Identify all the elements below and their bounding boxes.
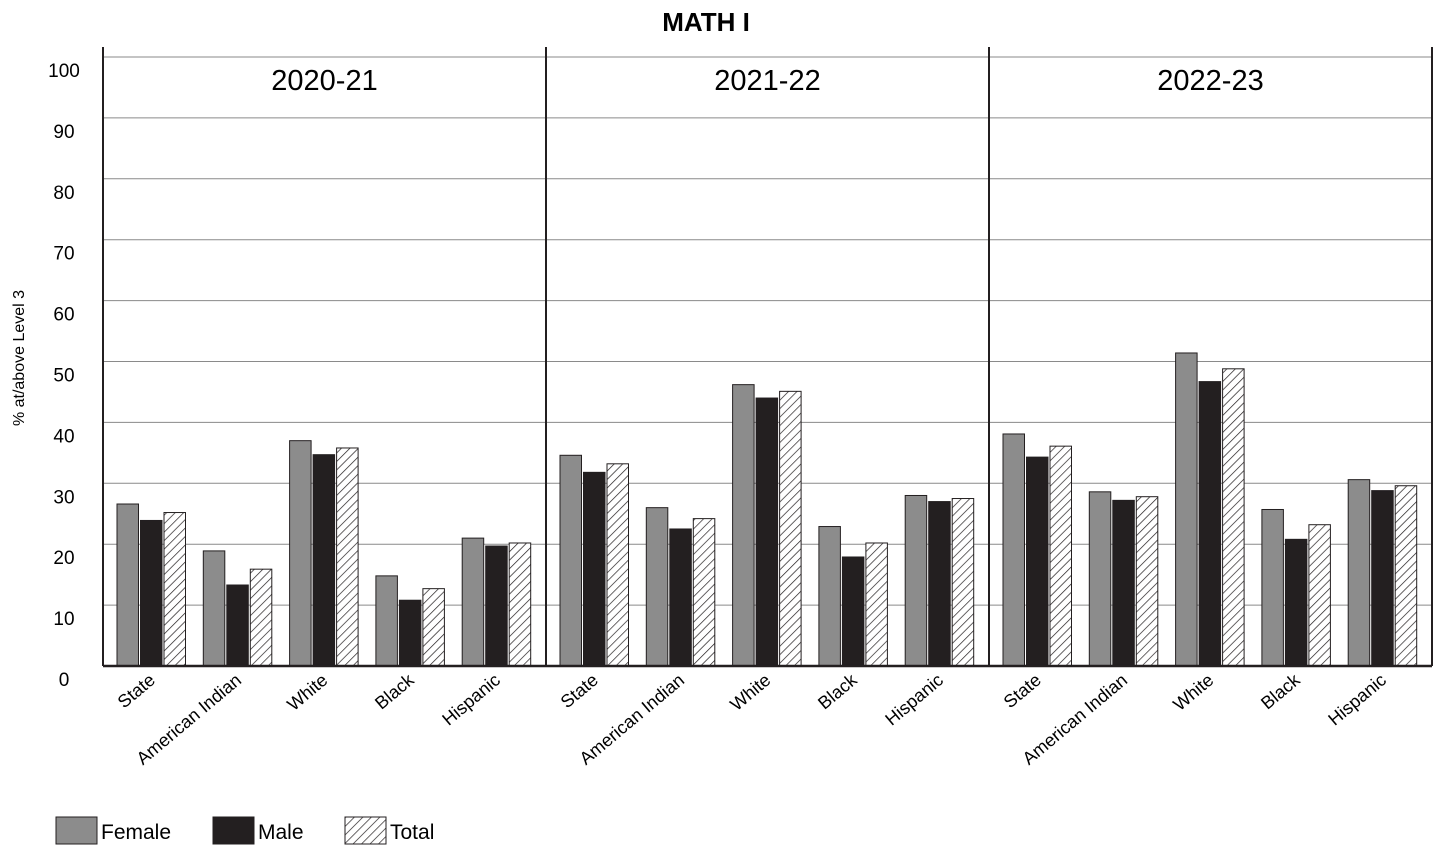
bar-male — [485, 545, 508, 667]
y-tick-label: 70 — [53, 244, 74, 265]
bar-total — [1394, 485, 1418, 667]
y-tick-label: 20 — [53, 548, 74, 569]
y-axis-ticks: 0 10 20 30 40 50 60 70 80 90 100 — [48, 61, 80, 691]
bar-female — [116, 503, 139, 667]
bar-female — [559, 454, 582, 667]
legend-label: Female — [101, 821, 171, 844]
bar-female — [1261, 508, 1284, 667]
bar-male — [1026, 456, 1049, 667]
legend-item-male: Male — [212, 816, 304, 845]
bar-female — [375, 575, 398, 667]
bar-total — [508, 542, 532, 667]
x-tick-label: Hispanic — [1324, 670, 1390, 730]
bar-total — [422, 588, 445, 667]
bar-total — [249, 568, 273, 667]
bar-total — [1308, 524, 1331, 667]
plot-frame — [102, 47, 1433, 668]
x-tick-label: White — [1169, 670, 1217, 715]
panel-label: 2022-23 — [1157, 65, 1263, 97]
x-tick-label: Black — [371, 669, 418, 713]
bar-male — [312, 454, 336, 667]
bar-male — [928, 501, 951, 667]
bar-female — [732, 384, 755, 667]
bar-female — [1002, 433, 1025, 667]
chart-title: MATH I — [662, 7, 750, 37]
x-tick-label: Black — [1257, 669, 1304, 713]
bar-male — [140, 519, 163, 667]
bar-female — [904, 494, 928, 667]
bars — [116, 352, 1418, 667]
bar-female — [1347, 479, 1371, 667]
bar-male — [1371, 490, 1394, 667]
bar-male — [226, 584, 249, 667]
bar-female — [645, 507, 669, 667]
x-tick-label: White — [283, 670, 331, 715]
bar-male — [1284, 538, 1308, 667]
x-tick-label: State — [1000, 670, 1045, 712]
y-tick-label: 40 — [53, 426, 74, 447]
bar-male — [398, 599, 422, 667]
bar-male — [1198, 381, 1222, 667]
bar-female — [289, 440, 312, 667]
bar-male — [841, 556, 865, 667]
y-tick-label: 0 — [59, 670, 70, 691]
bar-total — [779, 390, 802, 667]
bar-female — [1175, 352, 1198, 667]
panel-label: 2020-21 — [271, 65, 377, 97]
bar-total — [951, 498, 975, 667]
legend-item-female: Female — [55, 816, 171, 845]
bar-female — [461, 537, 485, 667]
panel-labels: 2020-21 2021-22 2022-23 — [271, 65, 1263, 97]
y-tick-label: 30 — [53, 487, 74, 508]
legend-label: Total — [390, 821, 434, 844]
legend-swatch — [344, 816, 387, 845]
bar-male — [755, 397, 779, 667]
x-tick-label: White — [726, 670, 774, 715]
bar-male — [1112, 499, 1135, 667]
bar-total — [1222, 368, 1245, 667]
y-tick-label: 100 — [48, 61, 80, 82]
bar-total — [1135, 496, 1159, 667]
legend-label: Male — [258, 821, 304, 844]
bar-total — [163, 512, 186, 667]
y-tick-label: 90 — [53, 122, 74, 143]
y-tick-label: 60 — [53, 305, 74, 326]
x-tick-label: State — [114, 670, 159, 712]
bar-total — [606, 463, 629, 667]
bar-total — [1049, 445, 1072, 667]
bar-total — [336, 447, 359, 667]
y-tick-label: 80 — [53, 183, 74, 204]
legend-swatch — [212, 816, 255, 845]
bar-total — [865, 542, 888, 667]
y-tick-label: 10 — [53, 609, 74, 630]
legend: Female Male Total — [55, 816, 434, 845]
legend-swatch — [55, 816, 98, 845]
x-tick-label: State — [557, 670, 602, 712]
x-tick-label: Hispanic — [881, 670, 947, 730]
bar-male — [669, 528, 692, 667]
x-tick-label: Black — [814, 669, 861, 713]
bar-female — [818, 526, 841, 667]
bar-female — [202, 550, 226, 667]
legend-item-total: Total — [344, 816, 434, 845]
y-tick-label: 50 — [53, 366, 74, 387]
x-tick-label: Hispanic — [438, 670, 504, 730]
bar-male — [583, 471, 606, 667]
bar-female — [1088, 491, 1112, 667]
y-axis-label: % at/above Level 3 — [11, 290, 28, 426]
bar-total — [692, 518, 716, 667]
panel-label: 2021-22 — [714, 65, 820, 97]
